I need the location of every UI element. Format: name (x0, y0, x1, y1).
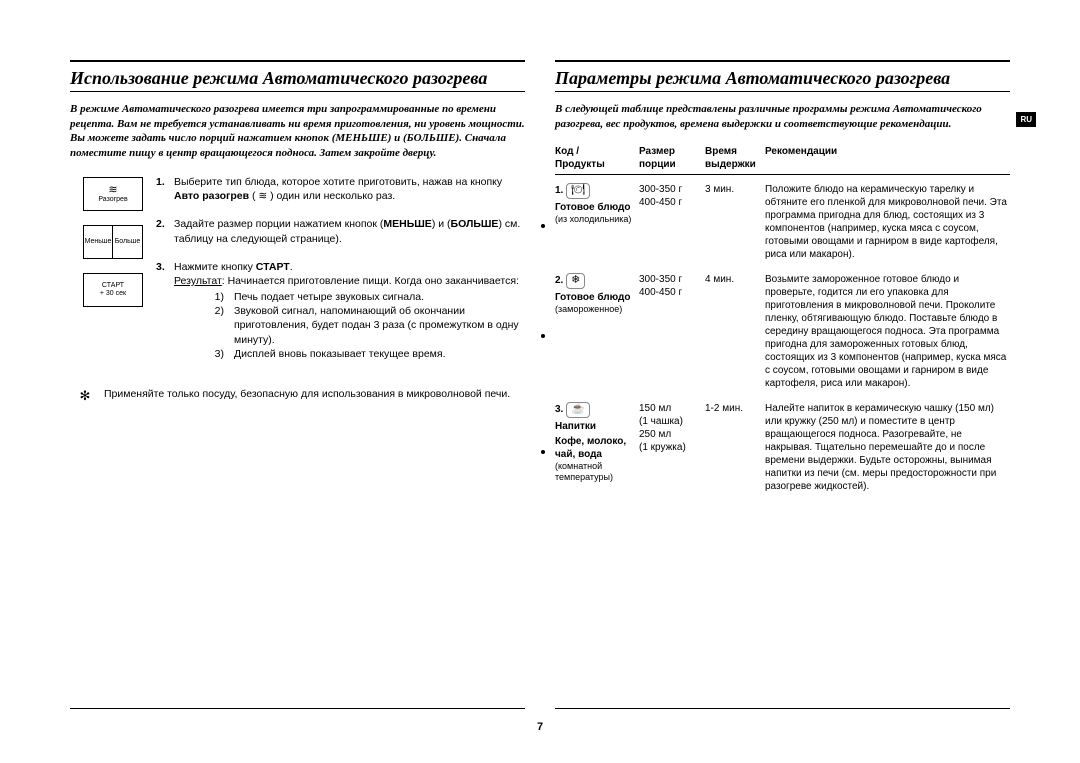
result-intro: : Начинается приготовление пищи. Когда о… (222, 275, 519, 287)
program-note: (комнатной температуры) (555, 461, 633, 484)
note-text: Применяйте только посуду, безопасную для… (104, 387, 525, 405)
step-item: 2. Задайте размер порции нажатием кнопок… (156, 217, 525, 245)
step-text: ( ≋ ) один или несколько раз. (249, 190, 395, 202)
step-text: Задайте размер порции нажатием кнопок ( (174, 218, 383, 230)
recommendation: Возьмите замороженное готовое блюдо и пр… (765, 273, 1010, 390)
program-code: 3. (555, 405, 563, 416)
result-sublist: 1)Печь подает четыре звуковых сигнала. 2… (206, 290, 525, 361)
table-row: 1. 🍽 Готовое блюдо (из холодильника) 300… (555, 179, 1010, 269)
portion-size: 300-350 г 400-450 г (639, 183, 705, 261)
sub-item: Печь подает четыре звуковых сигнала. (234, 290, 424, 304)
less-label: Меньше (84, 226, 113, 258)
right-intro: В следующей таблице представлены различн… (555, 102, 1010, 132)
hold-time: 3 мин. (705, 183, 765, 261)
step-number: 2. (156, 217, 174, 245)
result-label: Результат (174, 275, 222, 287)
step-bold: Авто разогрев (174, 190, 249, 202)
step-item: 3. Нажмите кнопку СТАРТ. Результат: Начи… (156, 260, 525, 361)
table-row: 2. ❄ Готовое блюдо (замороженное) 300-35… (555, 269, 1010, 398)
step-text: Выберите тип блюда, которое хотите приго… (174, 176, 502, 188)
start-button-graphic: СТАРТ + 30 сек (83, 273, 143, 307)
note-row: ✻ Применяйте только посуду, безопасную д… (70, 387, 525, 405)
right-column: Параметры режима Автоматического разогре… (555, 60, 1010, 501)
manual-page: Использование режима Автоматического раз… (70, 0, 1010, 501)
hold-time: 4 мин. (705, 273, 765, 390)
step-number: 1. (156, 175, 174, 203)
frozen-icon: ❄ (566, 273, 585, 288)
program-name: Готовое блюдо (555, 291, 633, 304)
more-label: Больше (113, 226, 142, 258)
language-tab: RU (1016, 112, 1036, 127)
hold-time: 1-2 мин. (705, 402, 765, 493)
page-number: 7 (537, 721, 543, 733)
left-intro: В режиме Автоматического разогрева имеет… (70, 102, 525, 161)
step-text: Нажмите кнопку (174, 261, 256, 273)
reheat-icon: ≋ (108, 184, 117, 196)
step-text: . (290, 261, 293, 273)
left-title: Использование режима Автоматического раз… (70, 68, 525, 89)
plate-icon: 🍽 (566, 183, 590, 198)
program-note: (из холодильника) (555, 214, 633, 226)
start-label-1: СТАРТ (102, 282, 124, 290)
reheat-button-graphic: ≋ Разогрев (83, 177, 143, 211)
table-row: 3. ☕ Напитки Кофе, молоко, чай, вода (ко… (555, 398, 1010, 501)
portion-size: 300-350 г 400-450 г (639, 273, 705, 390)
start-label-2: + 30 сек (100, 290, 126, 298)
steps-list: 1. Выберите тип блюда, которое хотите пр… (156, 175, 525, 375)
program-code: 1. (555, 186, 563, 197)
less-more-button-graphic: Меньше Больше (83, 225, 143, 259)
step-bold: МЕНЬШЕ (383, 218, 431, 230)
right-title: Параметры режима Автоматического разогре… (555, 68, 1010, 89)
left-column: Использование режима Автоматического раз… (70, 60, 525, 501)
step-bold: БОЛЬШЕ (451, 218, 499, 230)
step-number: 3. (156, 260, 174, 361)
cup-icon: ☕ (566, 402, 590, 417)
program-name: Напитки (555, 420, 633, 433)
portion-size: 150 мл (1 чашка) 250 мл (1 кружка) (639, 402, 705, 493)
recommendation: Положите блюдо на керамическую тарелку и… (765, 183, 1010, 261)
reheat-label: Разогрев (98, 196, 127, 204)
programs-table: Код /Продукты Размерпорции Времявыдержки… (555, 145, 1010, 501)
program-name-2: Кофе, молоко, чай, вода (555, 435, 633, 461)
sub-item: Дисплей вновь показывает текущее время. (234, 347, 445, 361)
step-bold: СТАРТ (256, 261, 290, 273)
program-note: (замороженное) (555, 304, 633, 316)
recommendation: Налейте напиток в керамическую чашку (15… (765, 402, 1010, 493)
step-text: ) и ( (432, 218, 451, 230)
note-icon: ✻ (70, 387, 100, 405)
table-header: Код /Продукты Размерпорции Времявыдержки… (555, 145, 1010, 175)
step-item: 1. Выберите тип блюда, которое хотите пр… (156, 175, 525, 203)
sub-item: Звуковой сигнал, напоминающий об окончан… (234, 304, 525, 347)
program-code: 2. (555, 276, 563, 287)
program-name: Готовое блюдо (555, 201, 633, 214)
